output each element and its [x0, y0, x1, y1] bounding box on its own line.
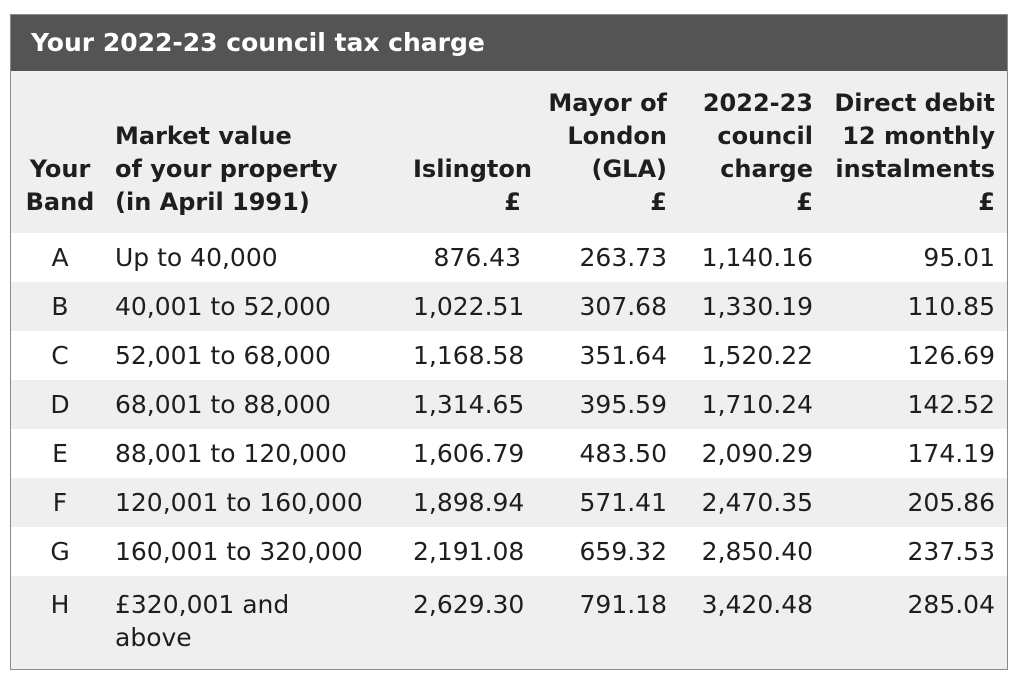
table-body: A Up to 40,000 876.43 263.73 1,140.16 95.01 B 4…	[11, 233, 1007, 669]
market-value-cell: 52,001 to 68,000	[115, 341, 331, 370]
islington-cell: 876.43	[433, 243, 521, 272]
table-title: Your 2022-23 council tax charge	[11, 15, 1007, 71]
table-header: Your Band Market value of your property (in…	[11, 71, 1007, 233]
table-row: D 68,001 to 88,000 1,314.65 395.59 1,710.24 1…	[11, 380, 1007, 429]
market-value-cell: 40,001 to 52,000	[115, 292, 331, 321]
council-charge-cell: 1,520.22	[701, 341, 813, 370]
council-charge-cell: 2,470.35	[701, 488, 813, 517]
gla-cell: 659.32	[579, 537, 667, 566]
table-row: C 52,001 to 68,000 1,168.58 351.64 1,520.22 1…	[11, 331, 1007, 380]
market-value-cell: 68,001 to 88,000	[115, 390, 331, 419]
gla-cell: 351.64	[579, 341, 667, 370]
gla-cell: 307.68	[579, 292, 667, 321]
table-row: E 88,001 to 120,000 1,606.79 483.50 2,090.29…	[11, 429, 1007, 478]
islington-cell: 2,191.08	[413, 537, 525, 566]
market-value-cell: £320,001 and above	[115, 590, 290, 652]
table-row: F 120,001 to 160,000 1,898.94 571.41 2,470.3…	[11, 478, 1007, 527]
islington-cell: 1,168.58	[413, 341, 525, 370]
direct-debit-cell: 142.52	[907, 390, 995, 419]
column-header-direct-debit: Direct debit 12 monthly instalments £	[834, 89, 995, 216]
council-charge-cell: 2,090.29	[701, 439, 813, 468]
council-charge-cell: 1,140.16	[701, 243, 813, 272]
direct-debit-cell: 95.01	[923, 243, 995, 272]
council-charge-cell: 3,420.48	[701, 590, 813, 619]
column-header-council-charge: 2022-23 council charge £	[702, 89, 813, 216]
market-value-cell: 120,001 to 160,000	[115, 488, 363, 517]
gla-cell: 483.50	[579, 439, 667, 468]
column-header-market-value: Market value of your property (in April 19…	[115, 122, 338, 216]
column-header-band: Your Band	[25, 155, 95, 216]
column-header-gla: Mayor of London (GLA) £	[548, 89, 667, 216]
table-row: A Up to 40,000 876.43 263.73 1,140.16 95.01	[11, 233, 1007, 282]
council-tax-table: Your Band Market value of your property (in…	[11, 71, 1007, 669]
band-cell: H	[50, 590, 70, 619]
band-cell: G	[50, 537, 70, 566]
market-value-cell: Up to 40,000	[115, 243, 278, 272]
council-charge-cell: 2,850.40	[701, 537, 813, 566]
table-row: B 40,001 to 52,000 1,022.51 307.68 1,330.19 1…	[11, 282, 1007, 331]
band-cell: F	[52, 488, 68, 517]
market-value-cell: 160,001 to 320,000	[115, 537, 363, 566]
council-charge-cell: 1,330.19	[701, 292, 813, 321]
gla-cell: 571.41	[579, 488, 667, 517]
market-value-cell: 88,001 to 120,000	[115, 439, 347, 468]
islington-cell: 2,629.30	[413, 590, 525, 619]
band-cell: E	[52, 439, 68, 468]
direct-debit-cell: 205.86	[907, 488, 995, 517]
council-tax-table-panel: Your 2022-23 council tax charge Your Band…	[10, 14, 1008, 670]
gla-cell: 395.59	[579, 390, 667, 419]
table-row: H £320,001 and above 2,629.30 791.18 3,420.48…	[11, 576, 1007, 669]
council-charge-cell: 1,710.24	[701, 390, 813, 419]
islington-cell: 1,606.79	[413, 439, 525, 468]
direct-debit-cell: 237.53	[907, 537, 995, 566]
islington-cell: 1,314.65	[413, 390, 525, 419]
direct-debit-cell: 285.04	[907, 590, 995, 619]
direct-debit-cell: 174.19	[907, 439, 995, 468]
table-row: G 160,001 to 320,000 2,191.08 659.32 2,850.4…	[11, 527, 1007, 576]
direct-debit-cell: 126.69	[907, 341, 995, 370]
islington-cell: 1,898.94	[413, 488, 525, 517]
header-row: Your Band Market value of your property (in…	[11, 71, 1007, 233]
islington-cell: 1,022.51	[413, 292, 525, 321]
direct-debit-cell: 110.85	[907, 292, 995, 321]
band-cell: D	[50, 390, 70, 419]
gla-cell: 263.73	[579, 243, 667, 272]
gla-cell: 791.18	[579, 590, 667, 619]
band-cell: A	[51, 243, 69, 272]
band-cell: C	[51, 341, 69, 370]
column-header-islington: Islington £	[413, 155, 532, 216]
band-cell: B	[51, 292, 69, 321]
